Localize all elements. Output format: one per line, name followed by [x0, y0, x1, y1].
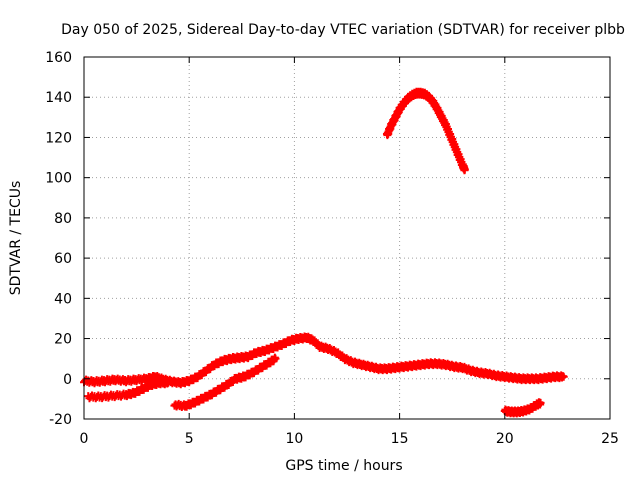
x-tick-label: 25 — [601, 431, 619, 447]
y-tick-label: 120 — [45, 130, 72, 146]
y-tick-label: 100 — [45, 171, 72, 187]
y-tick-label: 20 — [54, 332, 72, 348]
data-point — [536, 398, 545, 407]
x-tick-label: 15 — [391, 431, 409, 447]
data-point — [164, 378, 173, 387]
y-tick-label: 160 — [45, 50, 72, 66]
y-axis: -20 0 20 40 60 80 100 120 140 160 — [45, 50, 610, 428]
y-tick-label: 0 — [63, 372, 72, 388]
series-track-3 — [170, 353, 280, 412]
plot-frame — [83, 56, 611, 420]
x-tick-label: 0 — [80, 431, 89, 447]
y-tick-label: -20 — [49, 412, 72, 428]
series-track-1 — [80, 332, 568, 389]
x-tick-label: 20 — [496, 431, 514, 447]
data-point — [460, 165, 469, 174]
series-track-2 — [84, 377, 173, 403]
y-tick-label: 140 — [45, 90, 72, 106]
x-axis: 0 5 10 15 20 25 — [80, 57, 619, 447]
y-tick-label: 40 — [54, 291, 72, 307]
x-axis-label: GPS time / hours — [285, 458, 402, 474]
x-tick-label: 10 — [285, 431, 303, 447]
data-points — [80, 87, 568, 418]
y-tick-label: 80 — [54, 211, 72, 227]
data-point — [559, 372, 568, 381]
y-axis-label: SDTVAR / TECUs — [8, 181, 24, 296]
data-point — [271, 354, 280, 363]
grid — [84, 57, 610, 419]
series-track-4 — [382, 87, 469, 175]
x-tick-label: 5 — [185, 431, 194, 447]
chart-title: Day 050 of 2025, Sidereal Day-to-day VTE… — [61, 22, 625, 38]
y-tick-label: 60 — [54, 251, 72, 267]
series-track-5 — [500, 398, 545, 418]
